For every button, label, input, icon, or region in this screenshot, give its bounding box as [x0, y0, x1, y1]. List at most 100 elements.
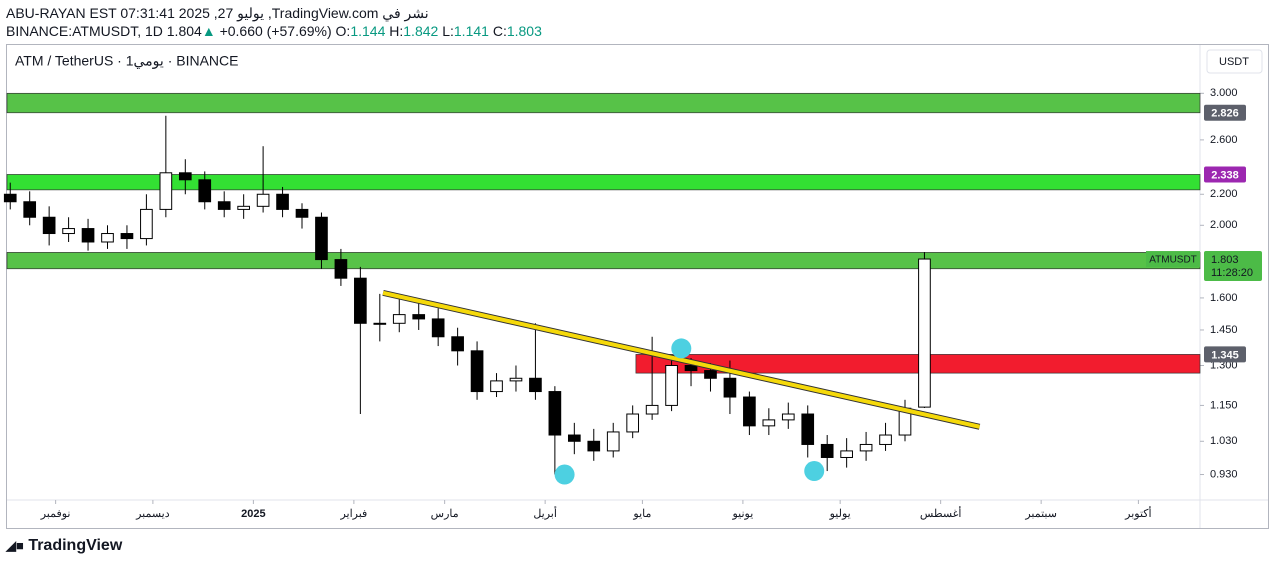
marker	[804, 461, 825, 482]
candle-body	[159, 172, 173, 210]
candle-body	[684, 365, 698, 372]
candle-body	[879, 434, 892, 445]
y-tick-label: 2.000	[1210, 219, 1238, 231]
o-label: O:	[335, 23, 351, 39]
h-label: H:	[389, 23, 404, 39]
last-price: 1.804	[166, 23, 202, 39]
candle-body	[529, 377, 542, 393]
open: 1.144	[350, 23, 386, 39]
candle-body	[859, 443, 873, 452]
x-tick-label: أغسطس	[920, 506, 962, 520]
candle-body	[431, 318, 445, 338]
candle-body	[295, 208, 309, 218]
x-tick-label: أكتوبر	[1124, 506, 1151, 520]
marker	[671, 338, 692, 359]
candle-body	[665, 365, 678, 406]
symbol-tag-label: ATMUSDT	[1149, 255, 1197, 266]
currency-button[interactable]	[1206, 49, 1263, 74]
candle-body	[704, 370, 717, 379]
candle-body	[470, 350, 484, 393]
candle-body	[373, 322, 387, 325]
arrow: ▲	[201, 23, 216, 39]
c-label: C:	[492, 23, 507, 39]
trendline	[382, 290, 980, 429]
chart-frame	[6, 44, 1269, 529]
candle-body	[762, 419, 776, 427]
candle-body	[42, 216, 56, 235]
candle-body	[820, 443, 834, 458]
x-tick-label: ديسمبر	[135, 508, 170, 520]
countdown: 11:28:20	[1211, 267, 1253, 279]
marker	[554, 464, 575, 485]
x-tick-label: فبراير	[339, 508, 367, 520]
candle-body	[3, 193, 17, 203]
header-ohlc: BINANCE:ATMUSDT, 1D 1.804▲ +0.660 (+57.6…	[6, 23, 542, 39]
candle-body	[62, 228, 75, 235]
candle-body	[918, 258, 931, 408]
l-label: L:	[442, 23, 454, 39]
price-tag	[1204, 104, 1246, 121]
candle-body	[781, 413, 795, 421]
candle-body	[626, 413, 640, 433]
candle-body	[587, 440, 601, 452]
currency[interactable]: USDT	[1219, 56, 1249, 68]
candle-body	[315, 216, 328, 261]
price-tag-label: 2.338	[1211, 169, 1239, 181]
zone	[635, 354, 1201, 374]
candle-body	[606, 431, 620, 452]
x-tick-label: 2025	[241, 508, 265, 520]
candle-body	[548, 391, 562, 436]
zone	[6, 252, 1201, 270]
candle-body	[723, 377, 737, 398]
y-tick-label: 1.150	[1210, 399, 1238, 411]
y-tick-label: 2.200	[1210, 188, 1238, 200]
zone	[6, 92, 1201, 114]
x-tick-label: يوليو	[829, 508, 851, 520]
y-tick-label: 3.000	[1210, 87, 1238, 99]
x-tick-label: نوفمبر	[40, 508, 71, 520]
candle-body	[490, 380, 503, 393]
candle-body	[451, 336, 464, 352]
header-line: ABU-RAYAN EST 07:31:41 2025 ,27 يوليو ,T…	[6, 5, 429, 21]
zone	[6, 174, 1201, 191]
x-tick-label: مايو	[632, 508, 651, 520]
x-tick-label: يونيو	[731, 508, 753, 520]
candle-body	[198, 179, 212, 203]
brand-text: TradingView	[28, 537, 123, 554]
y-tick-label: 2.600	[1210, 134, 1238, 146]
candle-body	[645, 404, 659, 415]
candle-body	[392, 314, 406, 324]
candle-body	[256, 193, 270, 207]
brand: ◢■ TradingView	[6, 537, 123, 554]
low: 1.141	[453, 23, 489, 39]
candle-body	[276, 193, 289, 210]
y-tick-label: 1.450	[1210, 324, 1238, 336]
y-tick-label: 0.930	[1210, 468, 1238, 480]
last-price-label: 1.803	[1211, 254, 1239, 266]
candle-body	[354, 277, 367, 324]
price-tag-label: 2.826	[1211, 108, 1239, 120]
candle-body	[237, 205, 250, 210]
price-tag-label: 1.345	[1211, 349, 1239, 361]
candle-body	[509, 377, 523, 382]
y-tick-label: 1.600	[1210, 292, 1238, 304]
symbol: BINANCE:ATMUSDT, 1D	[6, 23, 163, 39]
candle-body	[801, 413, 815, 445]
x-tick-label: مارس	[431, 508, 459, 520]
price-tag	[1204, 346, 1246, 363]
candle-body	[743, 396, 756, 427]
candle-body	[412, 314, 426, 320]
candle-body	[178, 172, 192, 181]
symbol-tag	[1146, 251, 1200, 268]
candle-body	[23, 201, 37, 218]
candle-body	[120, 233, 134, 240]
close: 1.803	[506, 23, 542, 39]
chart: ATM / TetherUS · 1يومي · BINANCE USDT 3.…	[3, 44, 1269, 529]
price-tag	[1204, 166, 1246, 183]
candle-body	[840, 450, 853, 458]
candle-body	[140, 208, 153, 240]
candle-body	[81, 228, 95, 243]
candle-body	[334, 259, 348, 279]
x-tick-label: سبتمبر	[1024, 508, 1057, 520]
